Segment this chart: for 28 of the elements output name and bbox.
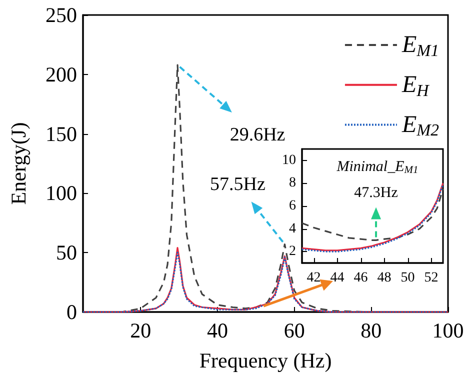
y-tick-label: 100 (46, 181, 77, 206)
x-tick-label: 40 (206, 318, 228, 342)
x-tick-label: 44 (330, 270, 344, 286)
y-tick-label: 2 (289, 244, 296, 260)
x-axis-title: Frequency (Hz) (199, 348, 332, 372)
y-tick-label: 6 (289, 198, 296, 214)
x-tick-label: 100 (432, 318, 464, 342)
annotation: 29.6Hz (230, 124, 286, 146)
line-series (301, 188, 444, 241)
x-tick-label: 80 (360, 318, 382, 342)
y-tick-label: 50 (56, 240, 77, 265)
y-axis-title: Energy(J) (6, 122, 30, 205)
y-tick-label: 0 (66, 300, 77, 324)
x-tick-label: 60 (284, 318, 305, 342)
x-tick-label: 46 (354, 270, 368, 286)
y-tick-label: 10 (282, 152, 296, 168)
y-tick-label: 4 (289, 221, 296, 236)
x-tick-label: 48 (377, 270, 392, 286)
annotation: 47.3Hz (354, 185, 398, 202)
y-tick-label: 250 (46, 3, 77, 27)
annotation: 57.5Hz (210, 174, 266, 195)
x-tick-label: 50 (400, 270, 415, 286)
x-tick-label: 52 (424, 270, 438, 286)
y-tick-label: 8 (289, 176, 296, 191)
y-tick-label: 200 (46, 62, 77, 86)
y-tick-label: 150 (46, 122, 77, 146)
x-tick-label: 20 (130, 318, 152, 342)
x-tick-label: 42 (306, 270, 321, 286)
